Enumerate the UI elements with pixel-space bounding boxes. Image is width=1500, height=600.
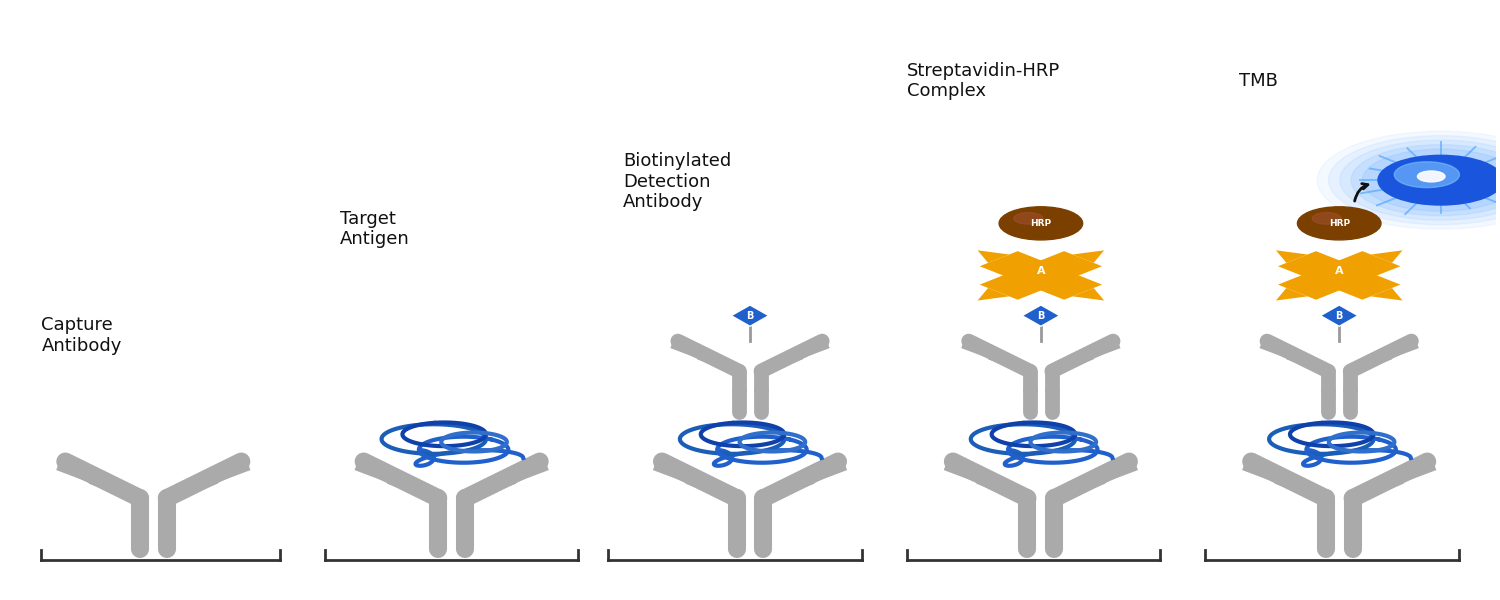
Text: B: B [747, 311, 753, 320]
Text: Capture
Antibody: Capture Antibody [42, 316, 122, 355]
Polygon shape [978, 250, 1010, 263]
Text: B: B [1036, 311, 1044, 320]
Circle shape [1395, 162, 1460, 188]
Polygon shape [1276, 288, 1308, 301]
Circle shape [1312, 212, 1341, 224]
Polygon shape [1276, 250, 1308, 263]
Text: HRP: HRP [1030, 219, 1051, 228]
Circle shape [1329, 136, 1500, 224]
Circle shape [1362, 149, 1500, 211]
Circle shape [1352, 145, 1500, 215]
Circle shape [1418, 171, 1444, 182]
Circle shape [999, 207, 1083, 240]
Polygon shape [980, 251, 1102, 299]
Polygon shape [980, 251, 1102, 299]
Polygon shape [1022, 305, 1059, 326]
Polygon shape [1072, 288, 1104, 301]
Circle shape [1298, 207, 1382, 240]
Polygon shape [1320, 305, 1358, 326]
Text: A: A [1335, 266, 1344, 275]
Polygon shape [1371, 288, 1402, 301]
Text: A: A [1036, 266, 1046, 275]
Polygon shape [1278, 251, 1401, 299]
Text: HRP: HRP [1329, 219, 1350, 228]
Polygon shape [1072, 250, 1104, 263]
Circle shape [1378, 155, 1500, 205]
Circle shape [1014, 212, 1042, 224]
Circle shape [1340, 140, 1500, 220]
Text: Target
Antigen: Target Antigen [340, 209, 410, 248]
Text: Biotinylated
Detection
Antibody: Biotinylated Detection Antibody [622, 152, 732, 211]
Polygon shape [1371, 250, 1402, 263]
Polygon shape [978, 288, 1010, 301]
Text: TMB: TMB [1239, 72, 1278, 90]
Text: Streptavidin-HRP
Complex: Streptavidin-HRP Complex [906, 62, 1060, 100]
Text: B: B [1335, 311, 1342, 320]
Circle shape [1317, 131, 1500, 229]
Polygon shape [730, 305, 770, 326]
Polygon shape [1278, 251, 1401, 299]
